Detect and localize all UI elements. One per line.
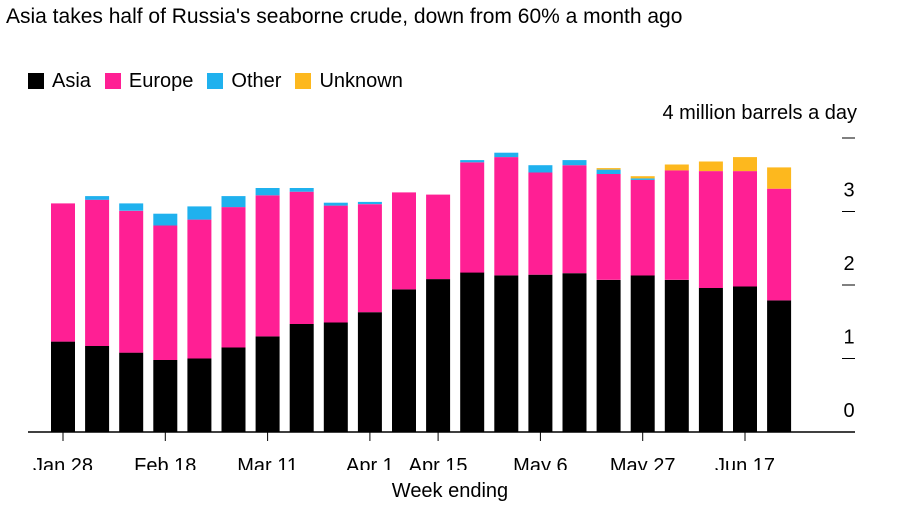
y-tick-label-2: 2	[843, 253, 854, 275]
bar-europe-6	[255, 195, 280, 337]
bar-asia-1	[85, 346, 110, 432]
legend-item-asia: Asia	[28, 68, 91, 94]
bar-asia-7	[289, 324, 314, 432]
chart-area: 0 1 2 3 Jan 28 Feb 18 Mar 11 Apr 1 Apr 15 May 6 Ma…	[28, 137, 855, 470]
x-tick-label-apr-1: Apr 1	[346, 455, 394, 470]
bar-unknown-21	[767, 167, 792, 189]
x-axis-label: Week ending	[391, 480, 509, 502]
legend-swatch-other	[207, 73, 224, 89]
y-unit-label: 4 million barrels a day	[662, 102, 857, 124]
legend: Asia Europe Other Unknown	[28, 68, 403, 94]
bar-asia-11	[426, 279, 451, 432]
bar-other-12	[460, 160, 485, 163]
bar-other-2	[119, 203, 144, 211]
bar-asia-5	[221, 347, 246, 432]
legend-swatch-asia	[28, 73, 44, 89]
bar-asia-18	[664, 279, 689, 432]
bar-asia-16	[596, 279, 621, 432]
bar-asia-0	[51, 341, 75, 432]
bar-europe-1	[85, 199, 110, 346]
y-tick-label-0: 0	[843, 400, 854, 422]
bar-asia-9	[357, 312, 382, 432]
legend-label-unknown: Unknown	[319, 70, 403, 92]
bar-europe-10	[392, 192, 416, 290]
bar-europe-15	[562, 165, 587, 274]
bar-europe-16	[596, 174, 621, 280]
bar-unknown-19	[698, 161, 723, 172]
bar-europe-20	[733, 171, 757, 287]
legend-item-other: Other	[207, 68, 281, 94]
bar-other-16	[596, 169, 621, 174]
legend-label-other: Other	[231, 70, 282, 92]
bar-other-7	[289, 188, 314, 192]
bar-europe-5	[221, 207, 246, 348]
bar-europe-11	[426, 194, 451, 280]
legend-label-europe: Europe	[128, 70, 194, 92]
legend-swatch-europe	[104, 73, 121, 89]
bar-other-8	[323, 202, 348, 206]
bar-europe-3	[153, 225, 178, 360]
bar-europe-17	[630, 179, 655, 276]
x-tick-label-may-27: May 27	[610, 455, 676, 470]
bar-europe-18	[664, 170, 689, 280]
bar-europe-21	[767, 188, 792, 301]
bar-other-1	[85, 196, 110, 200]
y-tick-label-3: 3	[843, 180, 854, 202]
bar-asia-8	[323, 322, 348, 432]
bar-asia-20	[733, 286, 757, 432]
x-tick-label-mar-11: Mar 11	[237, 455, 298, 470]
bar-asia-3	[153, 360, 178, 432]
bar-asia-17	[630, 275, 655, 432]
bar-other-17	[630, 178, 655, 180]
x-tick-label-jun-17: Jun 17	[715, 455, 775, 470]
bar-other-4	[187, 206, 212, 220]
x-tick-label-feb-18: Feb 18	[134, 455, 196, 470]
bar-europe-19	[698, 171, 723, 288]
legend-label-asia: Asia	[52, 70, 91, 92]
bar-asia-14	[528, 274, 553, 432]
y-tick-label-1: 1	[843, 327, 854, 349]
bar-asia-10	[392, 289, 416, 432]
bar-europe-8	[323, 205, 348, 323]
bar-europe-4	[187, 219, 212, 359]
bar-asia-4	[187, 358, 212, 432]
bar-unknown-16	[596, 168, 621, 170]
bar-asia-2	[119, 352, 144, 432]
bar-unknown-18	[664, 164, 689, 171]
bar-asia-21	[767, 300, 792, 432]
bar-asia-19	[698, 287, 723, 432]
x-tick-label-apr-15: Apr 15	[409, 455, 468, 470]
legend-item-unknown: Unknown	[295, 68, 403, 94]
bar-asia-12	[460, 272, 485, 432]
bar-asia-6	[255, 336, 280, 432]
bar-other-3	[153, 213, 178, 226]
bar-other-6	[255, 188, 280, 196]
bar-other-13	[494, 152, 519, 158]
legend-item-europe: Europe	[104, 68, 194, 94]
bar-europe-12	[460, 162, 485, 273]
bar-europe-13	[494, 157, 519, 276]
bar-other-5	[221, 196, 246, 208]
bar-unknown-17	[630, 176, 655, 179]
bar-europe-7	[289, 191, 314, 324]
bar-europe-9	[357, 204, 382, 313]
bar-other-15	[562, 160, 587, 166]
legend-swatch-unknown	[295, 73, 312, 89]
bar-asia-15	[562, 273, 587, 432]
x-tick-label-may-6: May 6	[513, 455, 567, 470]
x-tick-label-jan-28: Jan 28	[33, 455, 93, 470]
bar-europe-14	[528, 172, 553, 275]
bar-unknown-20	[733, 157, 757, 172]
bar-other-14	[528, 165, 553, 173]
chart-title: Asia takes half of Russia's seaborne cru…	[6, 5, 683, 28]
bar-asia-13	[494, 275, 519, 432]
bar-europe-0	[51, 203, 75, 342]
bar-other-9	[357, 201, 382, 205]
bar-europe-2	[119, 210, 144, 353]
